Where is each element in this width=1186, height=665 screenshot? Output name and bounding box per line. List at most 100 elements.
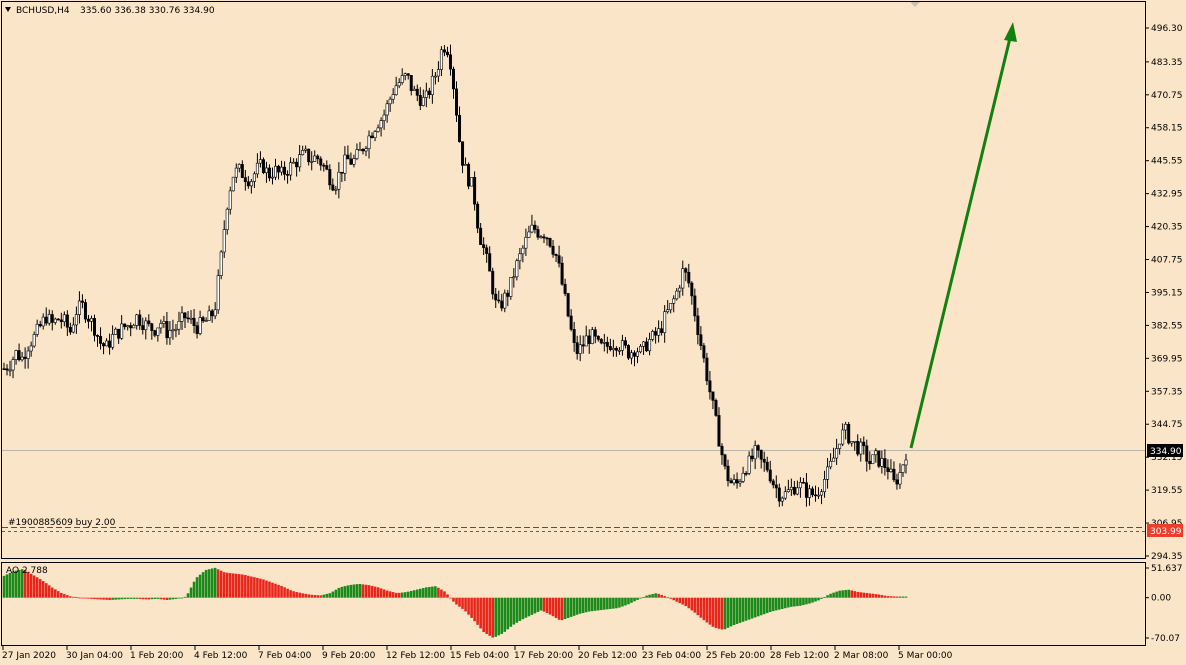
candle-body — [832, 457, 836, 462]
ao-bar — [467, 597, 470, 615]
candle-body — [50, 314, 54, 323]
candle-body — [862, 441, 866, 447]
candle-body — [292, 161, 296, 164]
ao-bar — [361, 584, 365, 598]
candle-body — [883, 458, 887, 468]
candle-body — [759, 449, 763, 460]
ao-bar — [551, 597, 555, 617]
ao-bar — [663, 596, 666, 598]
price-tick-label: 496.30 — [1151, 24, 1183, 34]
candle-body — [361, 149, 365, 152]
ao-bar — [624, 597, 627, 606]
ao-bar — [307, 594, 310, 598]
ao-bar — [768, 597, 772, 613]
ao-bar — [99, 597, 102, 600]
ao-bar — [310, 594, 314, 598]
candle-body — [322, 164, 326, 167]
candle-body — [108, 340, 112, 348]
candle-body — [120, 323, 124, 339]
ao-bar — [207, 569, 211, 598]
ao-pane[interactable] — [1, 562, 1146, 646]
ao-bar — [835, 591, 838, 598]
ao-bar — [23, 570, 27, 598]
candle-body — [587, 335, 591, 344]
candle-body — [705, 357, 709, 382]
ao-bar — [744, 597, 748, 621]
ao-bar — [102, 597, 105, 600]
candle-body — [877, 450, 881, 467]
ao-bar — [527, 597, 531, 617]
candle-body — [210, 310, 214, 317]
ao-bar — [750, 597, 754, 619]
candle-body — [144, 320, 148, 331]
candle-body — [156, 327, 160, 336]
candle-body — [563, 283, 567, 294]
chart-shift-icon[interactable] — [910, 2, 920, 7]
time-tick-label: 30 Jan 04:00 — [66, 651, 123, 661]
candle-body — [892, 468, 896, 481]
ao-bar — [714, 597, 718, 629]
ao-bar — [238, 574, 241, 598]
candle-body — [89, 318, 93, 322]
ao-histogram — [2, 567, 908, 638]
ao-bar — [657, 593, 660, 598]
candle-body — [666, 309, 670, 313]
candle-body — [8, 369, 12, 372]
ao-bar — [651, 594, 654, 598]
ao-bar — [569, 597, 573, 617]
candle-body — [138, 314, 142, 326]
ao-bar — [536, 597, 540, 612]
ao-bar — [774, 597, 778, 611]
ao-bar — [871, 593, 875, 598]
candle-body — [77, 300, 81, 315]
candle-body — [391, 94, 395, 100]
ao-bar — [222, 572, 226, 598]
ao-bar — [814, 597, 817, 602]
price-tick-label: 458.15 — [1151, 124, 1183, 134]
ao-bar — [247, 575, 250, 598]
candle-body — [430, 75, 434, 96]
candle-body — [464, 164, 468, 166]
candle-body — [71, 324, 75, 333]
candle-body — [693, 295, 697, 317]
ao-bar — [93, 597, 96, 600]
candle-body — [38, 323, 42, 327]
candle-body — [732, 479, 736, 484]
candle-body — [723, 454, 727, 467]
candle-body — [319, 158, 323, 166]
time-axis: 27 Jan 2020 30 Jan 04:00 1 Feb 20:00 4 Feb … — [2, 646, 953, 661]
ao-bar — [790, 597, 793, 607]
candle-body — [274, 165, 278, 178]
price-tick-label: 319.55 — [1151, 486, 1183, 496]
ao-bar — [877, 594, 881, 598]
candle-body — [382, 114, 386, 121]
candle-body — [132, 325, 136, 329]
ao-bar — [437, 587, 440, 598]
candle-body — [240, 164, 244, 178]
ao-bar — [213, 567, 217, 598]
candle-body — [11, 359, 15, 371]
candle-body — [515, 260, 519, 278]
ao-bar — [500, 597, 504, 634]
candle-body — [623, 340, 627, 346]
ao-bar — [406, 591, 410, 598]
candle-body — [542, 236, 546, 239]
ao-bar — [174, 597, 178, 599]
candle-body — [455, 88, 459, 116]
ao-bar — [829, 593, 832, 598]
ao-bar — [479, 597, 482, 629]
candle-body — [657, 328, 661, 336]
ao-bar — [621, 597, 624, 607]
price-pane[interactable] — [1, 1, 1146, 559]
ao-bar — [195, 577, 199, 598]
candle-body — [207, 310, 211, 321]
candle-body — [129, 325, 133, 329]
candle-body — [835, 448, 839, 459]
candle-body — [261, 159, 265, 174]
symbol-menu-icon[interactable] — [5, 7, 11, 12]
ao-bar — [219, 570, 223, 598]
candle-body — [352, 158, 356, 165]
price-tick-label: 332.15 — [1151, 453, 1183, 463]
current-price-tag — [1147, 444, 1183, 457]
